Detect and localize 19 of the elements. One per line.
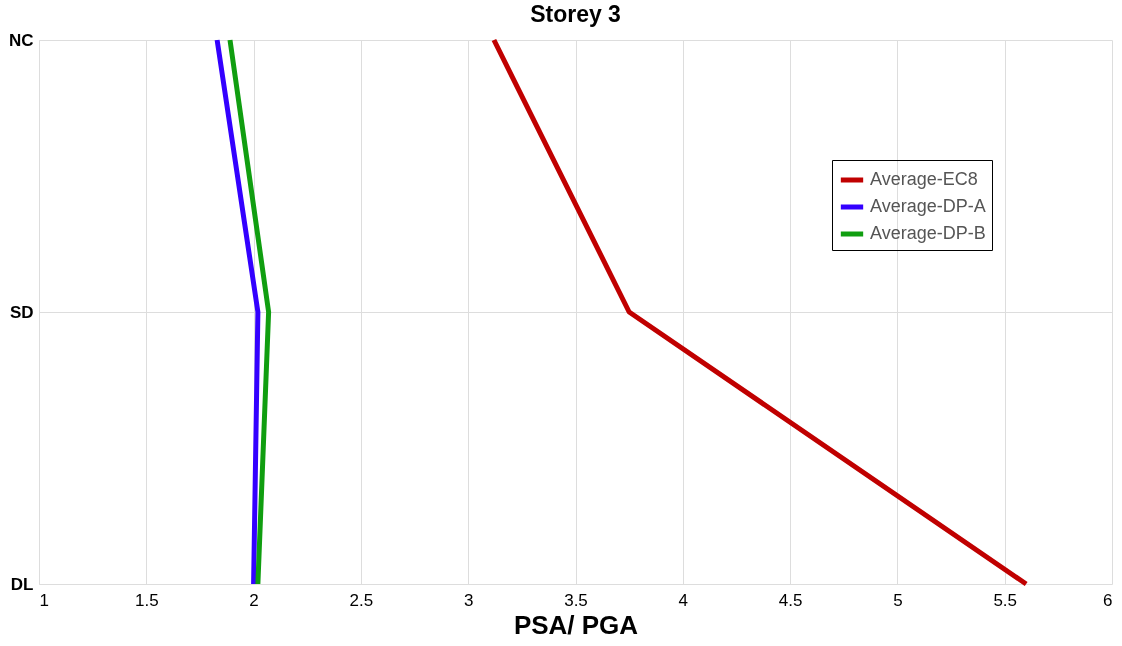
y-tick-label: SD <box>9 302 34 322</box>
x-tick-label: 1 <box>39 590 49 610</box>
x-tick-label: 1.5 <box>134 590 159 610</box>
legend-label: Average-DP-A <box>870 196 986 216</box>
x-tick-label: 4 <box>678 590 689 610</box>
y-tick-label: NC <box>8 30 34 50</box>
chart-title: Storey 3 <box>530 1 621 27</box>
x-tick-label: 5.5 <box>993 590 1018 610</box>
x-tick-label: 3 <box>463 590 474 610</box>
x-tick-label: 6 <box>1103 590 1113 610</box>
x-tick-label: 4.5 <box>778 590 803 610</box>
x-tick-label: 2.5 <box>349 590 374 610</box>
x-tick-label: 2 <box>249 590 259 610</box>
legend-label: Average-DP-B <box>870 223 986 243</box>
x-tick-label: 3.5 <box>564 590 588 610</box>
legend-label: Average-EC8 <box>870 169 978 189</box>
x-tick-label: 5 <box>893 590 903 610</box>
x-axis-title: PSA/ PGA <box>513 609 639 640</box>
y-tick-label: DL <box>10 574 34 594</box>
